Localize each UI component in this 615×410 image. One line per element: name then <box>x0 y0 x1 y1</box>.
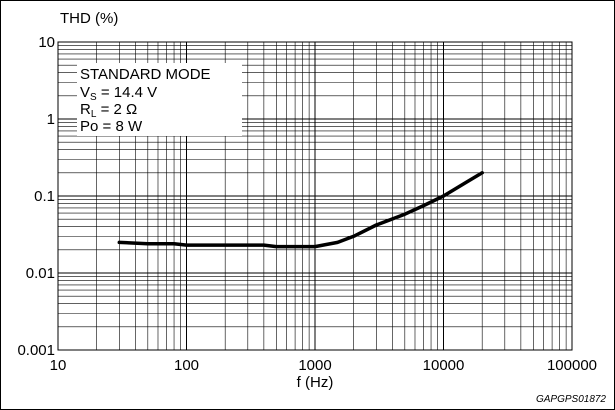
x-tick-labels: 10 100 1000 10000 100000 <box>50 357 597 374</box>
legend-rl: RL = 2 Ω <box>80 101 137 120</box>
legend-box <box>77 63 242 136</box>
x-axis-title: f (Hz) <box>297 374 334 391</box>
legend-vs: VS = 14.4 V <box>80 84 157 103</box>
x-tick-label: 100000 <box>547 357 597 374</box>
legend-mode: STANDARD MODE <box>80 66 211 83</box>
x-tick-label: 10 <box>50 357 67 374</box>
thd-series-line <box>117 171 484 249</box>
y-tick-label: 10 <box>38 34 55 51</box>
y-tick-label: 0.001 <box>17 342 55 359</box>
x-tick-label: 100 <box>174 357 199 374</box>
x-tick-label: 1000 <box>298 357 331 374</box>
y-tick-label: 0.1 <box>34 188 55 205</box>
legend-po: Po = 8 W <box>80 118 143 135</box>
figure-code: GAPGPS01872 <box>536 394 606 405</box>
y-tick-label: 1 <box>47 111 55 128</box>
x-tick-label: 10000 <box>423 357 465 374</box>
y-axis-title: THD (%) <box>60 10 118 27</box>
plot-border <box>57 41 573 351</box>
y-tick-labels: 0.001 0.01 0.1 1 10 <box>17 34 55 359</box>
y-tick-label: 0.01 <box>26 265 55 282</box>
